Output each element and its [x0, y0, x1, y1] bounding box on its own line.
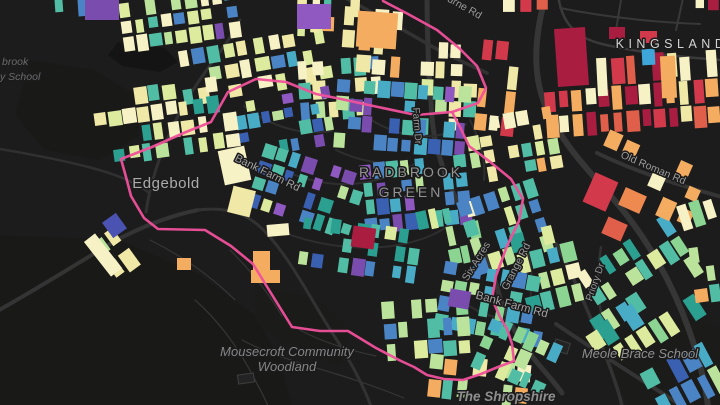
building-cluster	[676, 198, 717, 232]
map-label-place-edgebold: Edgebold	[132, 175, 199, 192]
building-cluster	[639, 341, 720, 405]
building-cluster	[503, 0, 548, 12]
building-cluster	[688, 247, 720, 304]
building-cluster	[118, 0, 243, 52]
building-cluster	[508, 224, 585, 315]
map-label-poi-meole-brace-school: Meole Brace School	[582, 346, 699, 361]
map-label-poi-the-shropshire: The Shropshire	[456, 389, 556, 404]
map-label-area-mousecroft-line1: Mousecroft Community	[220, 344, 355, 359]
map-label-place-radbrook-line1: RADBROOK	[359, 164, 463, 180]
building-cluster	[466, 106, 564, 183]
building-cluster	[470, 318, 564, 396]
building-cluster	[358, 154, 473, 233]
map-label-place-kingsland: KINGSLAND	[616, 37, 720, 51]
route-overlay-layer	[119, 0, 525, 382]
map-label-road-farm-dr: Farm Dr	[410, 107, 424, 145]
map-label-school-fragment-line2: y School	[0, 71, 41, 83]
map-label-place-radbrook-line2: GREEN	[379, 184, 444, 200]
building-cluster	[695, 0, 719, 11]
map-label-area-mousecroft-line2: Woodland	[258, 359, 317, 374]
route-line	[119, 0, 516, 382]
landmark-buildings-layer	[83, 0, 678, 310]
map-label-school-fragment-line1: brook	[2, 56, 29, 68]
building-cluster	[585, 293, 707, 361]
building-cluster	[381, 295, 471, 362]
building-cluster	[473, 39, 519, 138]
route-line	[450, 110, 525, 363]
